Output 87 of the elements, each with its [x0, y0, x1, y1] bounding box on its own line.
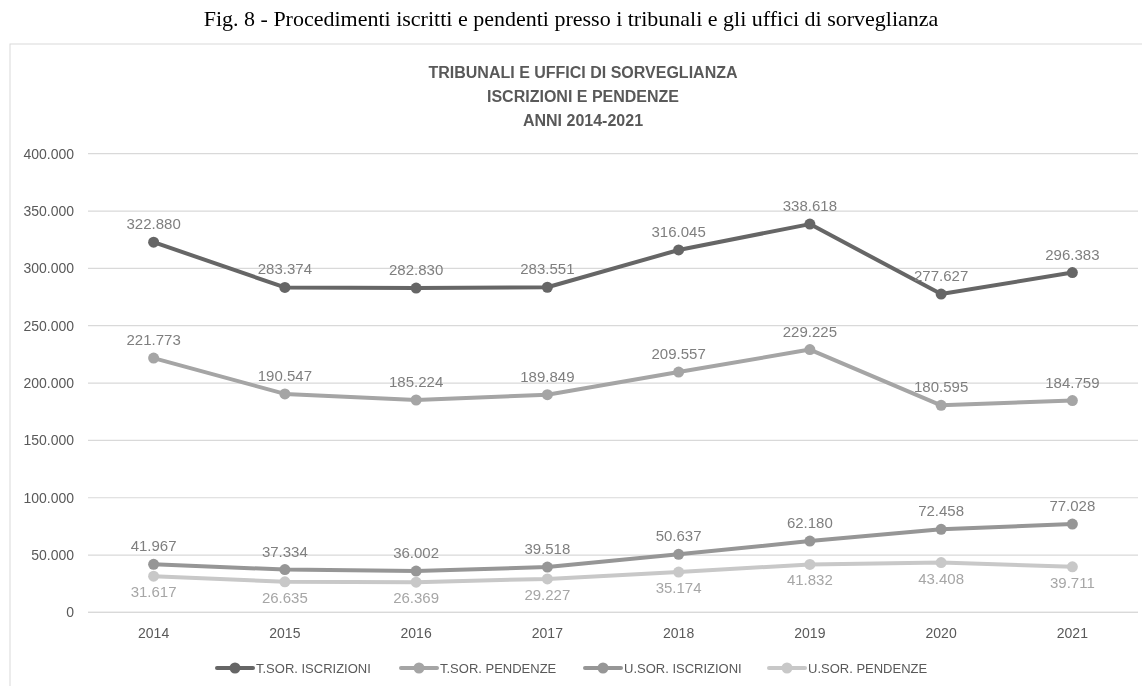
- chart-subtitle: TRIBUNALI E UFFICI DI SORVEGLIANZA ISCRIZIONI E PENDENZE ANNI 2014-2021: [428, 64, 738, 129]
- point: [804, 344, 816, 356]
- data-label: 50.637: [655, 527, 702, 545]
- point: [541, 281, 553, 293]
- point: [410, 565, 422, 577]
- point: [673, 244, 685, 256]
- y-tick-label: 400.000: [23, 145, 75, 162]
- point: [673, 548, 685, 560]
- data-label: 62.180: [786, 514, 833, 532]
- data-label: 189.849: [520, 367, 575, 385]
- point: [1066, 267, 1078, 279]
- y-tick-label: 50.000: [31, 546, 75, 563]
- data-label: 31.617: [130, 583, 177, 601]
- point: [1066, 561, 1078, 573]
- data-label: 221.773: [126, 331, 181, 349]
- point: [279, 564, 291, 576]
- data-label: 72.458: [918, 502, 965, 520]
- point: [148, 352, 160, 364]
- x-tick-label: 2019: [794, 625, 826, 642]
- data-label: 283.551: [520, 260, 575, 278]
- legend-label: T.SOR. ISCRIZIONI: [256, 660, 371, 676]
- data-label: 43.408: [918, 569, 965, 587]
- point: [279, 576, 291, 588]
- point: [148, 236, 160, 248]
- x-tick-label: 2020: [925, 625, 957, 642]
- point: [673, 566, 685, 578]
- point: [410, 394, 422, 406]
- y-tick-label: 350.000: [23, 202, 75, 219]
- data-label: 190.547: [257, 366, 312, 384]
- point: [804, 535, 816, 547]
- y-tick-label: 100.000: [23, 489, 75, 506]
- point: [935, 523, 947, 535]
- data-label: 41.832: [786, 571, 833, 589]
- data-label: 338.618: [782, 197, 837, 215]
- legend-label: U.SOR. ISCRIZIONI: [624, 660, 742, 676]
- data-label: 35.174: [655, 579, 702, 597]
- x-tick-label: 2016: [400, 625, 432, 642]
- data-label: 36.002: [393, 544, 440, 562]
- data-label: 277.627: [914, 267, 969, 285]
- x-tick-label: 2021: [1056, 625, 1089, 642]
- point: [541, 561, 553, 573]
- y-tick-label: 0: [66, 604, 75, 621]
- data-label: 185.224: [389, 372, 444, 390]
- data-label: 229.225: [782, 322, 837, 340]
- point: [804, 218, 816, 230]
- data-label: 282.830: [389, 261, 444, 279]
- data-label: 26.369: [393, 589, 440, 607]
- point: [1066, 395, 1078, 407]
- data-label: 283.374: [257, 260, 312, 278]
- data-label: 39.518: [524, 540, 571, 558]
- point: [804, 558, 816, 570]
- data-label: 209.557: [651, 345, 706, 363]
- x-tick-label: 2014: [138, 625, 170, 642]
- data-label: 296.383: [1045, 245, 1100, 263]
- x-tick-label: 2015: [269, 625, 301, 642]
- data-label: 37.334: [261, 542, 308, 560]
- point: [279, 281, 291, 293]
- point: [935, 288, 947, 300]
- point: [279, 388, 291, 400]
- data-label: 29.227: [524, 585, 571, 603]
- data-label: 41.967: [130, 537, 177, 555]
- y-tick-label: 250.000: [23, 317, 75, 334]
- data-label: 26.635: [261, 588, 308, 606]
- point: [541, 573, 553, 585]
- x-tick-label: 2017: [531, 625, 564, 642]
- data-label: 316.045: [651, 222, 706, 240]
- x-tick-label: 2018: [663, 625, 695, 642]
- point: [1066, 518, 1078, 530]
- y-tick-label: 150.000: [23, 432, 75, 449]
- data-label: 39.711: [1049, 573, 1095, 591]
- y-tick-label: 300.000: [23, 260, 75, 277]
- point: [673, 366, 685, 378]
- y-tick-label: 200.000: [23, 374, 75, 391]
- legend-label: T.SOR. PENDENZE: [440, 660, 557, 676]
- point: [935, 557, 947, 569]
- point: [541, 389, 553, 401]
- data-label: 322.880: [126, 215, 181, 233]
- data-label: 184.759: [1045, 373, 1100, 391]
- data-label: 77.028: [1049, 497, 1096, 515]
- point: [148, 558, 160, 570]
- point: [410, 282, 422, 294]
- point: [148, 570, 160, 582]
- data-label: 180.595: [914, 378, 969, 396]
- legend-label: U.SOR. PENDENZE: [808, 660, 928, 676]
- point: [935, 399, 947, 411]
- point: [410, 576, 422, 588]
- chart-title: Fig. 8 - Procedimenti iscritti e pendenti presso i tribunali e gli uffici di sorveglianza: [203, 6, 939, 31]
